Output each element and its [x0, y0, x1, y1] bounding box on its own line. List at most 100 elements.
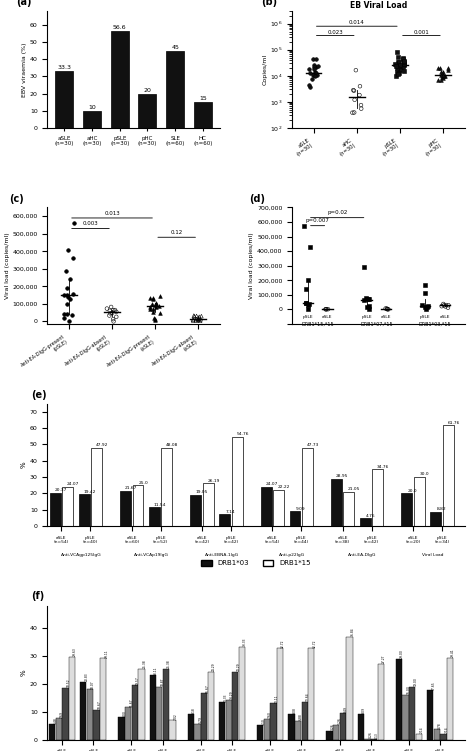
- Point: [302, 297, 310, 309]
- Text: 25.0: 25.0: [138, 481, 148, 484]
- Point: [439, 298, 447, 310]
- Bar: [232, 436, 243, 526]
- Bar: [377, 664, 384, 740]
- Point: [440, 71, 448, 83]
- Point: [365, 300, 373, 312]
- Text: 29.00: 29.00: [400, 650, 404, 658]
- Point: [61, 307, 68, 319]
- Text: Anti-p22IgG: Anti-p22IgG: [279, 553, 305, 557]
- Point: [392, 60, 400, 72]
- Bar: [125, 707, 131, 740]
- Text: 5.79: 5.79: [199, 716, 202, 723]
- Point: [196, 315, 204, 327]
- Text: 26.19: 26.19: [208, 478, 220, 483]
- Point: [103, 303, 111, 315]
- Point: [394, 68, 402, 80]
- Text: 54.76: 54.76: [237, 432, 249, 436]
- Text: 36.84: 36.84: [351, 628, 355, 636]
- Point: [393, 65, 401, 77]
- Bar: [288, 714, 294, 740]
- Text: 56.6: 56.6: [113, 25, 127, 30]
- Bar: [87, 689, 93, 740]
- Bar: [434, 729, 440, 740]
- Point: [194, 314, 201, 326]
- Text: 0.001: 0.001: [413, 30, 429, 35]
- Point: [66, 293, 74, 305]
- Bar: [69, 657, 75, 740]
- Y-axis label: %: %: [21, 669, 27, 676]
- Point: [422, 303, 430, 315]
- Text: 20.37: 20.37: [55, 488, 67, 492]
- Text: Anti-EA-DIgG: Anti-EA-DIgG: [348, 553, 377, 557]
- Point: [197, 313, 204, 325]
- Text: 16.67: 16.67: [205, 684, 209, 692]
- Point: [445, 299, 452, 311]
- Text: 28.95: 28.95: [336, 474, 348, 478]
- Text: 19.00: 19.00: [413, 677, 417, 686]
- Point: [111, 304, 119, 316]
- Point: [437, 74, 445, 86]
- Point: [152, 297, 160, 309]
- Bar: [194, 102, 212, 128]
- Bar: [191, 495, 201, 526]
- Point: [421, 288, 429, 300]
- Point: [112, 306, 120, 318]
- Point: [313, 69, 320, 81]
- Text: 33.33: 33.33: [243, 638, 247, 646]
- Point: [391, 58, 399, 70]
- Bar: [55, 718, 62, 740]
- Point: [382, 303, 389, 315]
- Text: 61.76: 61.76: [447, 421, 460, 424]
- Text: 21.67: 21.67: [125, 486, 137, 490]
- Point: [440, 300, 448, 312]
- Bar: [402, 695, 409, 740]
- Point: [64, 298, 71, 310]
- Text: 24.07: 24.07: [265, 482, 278, 486]
- Bar: [62, 688, 69, 740]
- Text: Anti-VCAgp125IgG: Anti-VCAgp125IgG: [61, 553, 102, 557]
- Point: [423, 301, 431, 313]
- Point: [401, 56, 408, 68]
- Bar: [49, 725, 55, 740]
- Text: p=0.02: p=0.02: [327, 210, 347, 216]
- Text: 23.11: 23.11: [154, 666, 158, 674]
- Point: [323, 303, 330, 315]
- Point: [112, 311, 120, 323]
- Point: [324, 303, 332, 315]
- Text: p=0.007: p=0.007: [306, 219, 329, 224]
- Bar: [150, 675, 156, 740]
- Bar: [360, 518, 371, 526]
- Text: pSLE: pSLE: [420, 315, 431, 319]
- Point: [356, 80, 364, 92]
- Text: 6.88: 6.88: [299, 713, 303, 720]
- Point: [383, 303, 391, 315]
- Text: 0.13: 0.13: [375, 732, 379, 739]
- Point: [195, 313, 203, 325]
- Point: [301, 220, 308, 232]
- Point: [350, 107, 358, 119]
- Text: 20.0: 20.0: [407, 489, 417, 493]
- Point: [311, 70, 319, 82]
- Point: [157, 290, 164, 302]
- Bar: [156, 687, 163, 740]
- Bar: [416, 734, 422, 740]
- Point: [70, 288, 77, 300]
- Text: 5.48: 5.48: [53, 717, 57, 724]
- Point: [350, 85, 358, 97]
- Bar: [138, 669, 145, 740]
- Point: [106, 305, 114, 317]
- Point: [400, 56, 408, 68]
- Point: [349, 84, 357, 96]
- Point: [365, 303, 373, 315]
- Text: Anti-EBNA-1IgG: Anti-EBNA-1IgG: [205, 553, 239, 557]
- Text: 0.014: 0.014: [349, 20, 365, 26]
- Point: [305, 79, 313, 91]
- Point: [109, 304, 117, 316]
- Bar: [203, 484, 214, 526]
- Bar: [308, 648, 314, 740]
- Point: [364, 301, 371, 313]
- Text: 0.003: 0.003: [82, 222, 99, 226]
- Point: [146, 301, 154, 313]
- Text: (b): (b): [261, 0, 277, 8]
- Bar: [219, 514, 230, 526]
